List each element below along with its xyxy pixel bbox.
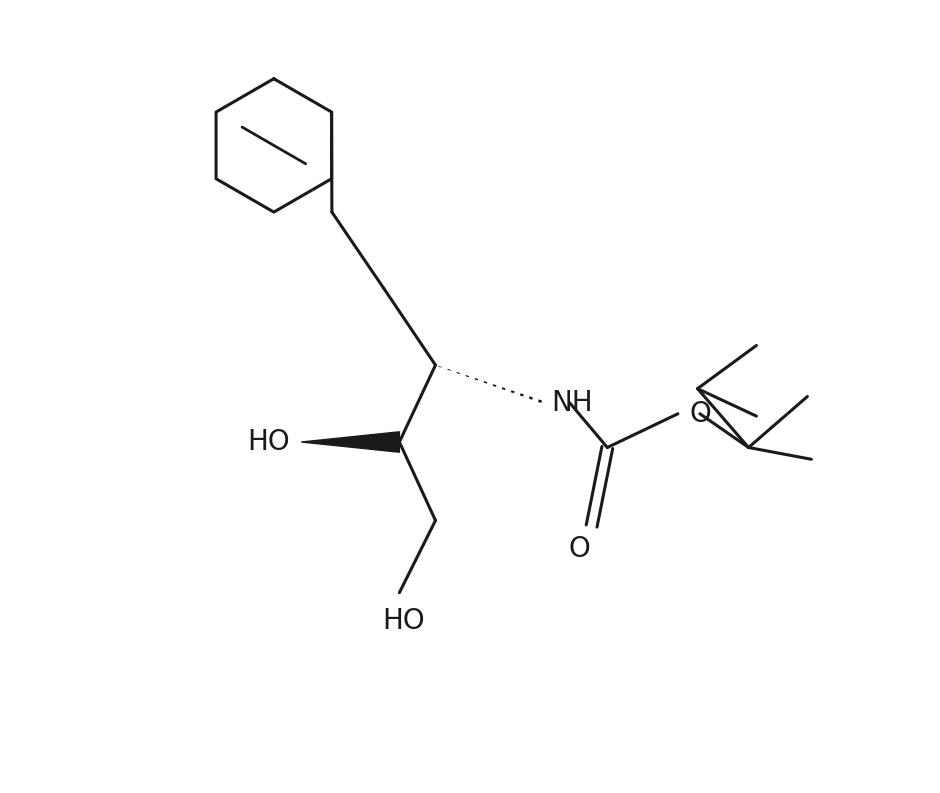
Text: HO: HO bbox=[382, 607, 425, 634]
Polygon shape bbox=[302, 432, 400, 452]
Text: HO: HO bbox=[247, 428, 290, 456]
Text: O: O bbox=[690, 400, 712, 427]
Text: O: O bbox=[569, 535, 590, 563]
Text: NH: NH bbox=[551, 389, 592, 417]
